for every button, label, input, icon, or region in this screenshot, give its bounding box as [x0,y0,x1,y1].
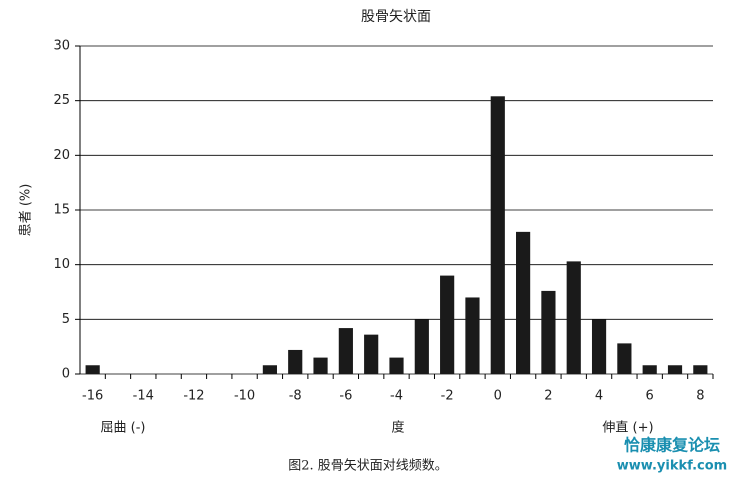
x-tick-label: 6 [646,389,654,404]
y-tick-label: 0 [62,367,70,382]
bar [566,261,581,374]
bar [642,365,657,374]
bar [693,365,708,374]
bar [288,349,303,374]
bar [617,343,632,374]
annotation: 屈曲 (-) [101,421,146,436]
x-tick-label: 8 [696,389,704,404]
bar [516,231,531,374]
bar [85,365,100,374]
y-tick-label: 5 [62,312,70,327]
y-tick-label: 20 [53,148,70,163]
x-axis-label: 度 [391,420,404,436]
bar [465,297,480,374]
bar [389,357,404,374]
bar [440,275,455,374]
y-tick-label: 30 [53,39,70,54]
watermark: 恰康康复论坛 [624,436,720,455]
watermark: www.yikkf.com [617,459,727,474]
x-tick-label: 0 [494,389,502,404]
x-tick-label: -12 [183,389,204,404]
bar [338,328,353,374]
y-tick-label: 10 [53,257,70,272]
y-axis-label: 患者 (%) [19,184,34,237]
x-tick-label: -16 [82,389,103,404]
bar [490,96,505,374]
bar [541,290,556,374]
bar [667,365,683,374]
x-tick-label: -2 [441,389,454,404]
bar [364,334,379,374]
x-tick-label: -10 [234,389,255,404]
chart-title: 股骨矢状面 [361,9,431,25]
x-tick-label: -8 [289,389,302,404]
caption: 图2. 股骨矢状面对线频数。 [288,459,448,474]
y-tick-label: 15 [53,203,70,218]
x-tick-label: -6 [339,389,352,404]
x-tick-label: 2 [544,389,552,404]
x-tick-label: -4 [390,389,403,404]
y-tick-label: 25 [53,93,70,108]
annotation: 伸直 (+) [602,421,653,436]
bar [313,357,328,374]
bar [262,365,277,374]
bar [591,319,607,374]
x-tick-label: -14 [133,389,154,404]
x-tick-label: 4 [595,389,603,404]
bar [414,319,429,374]
